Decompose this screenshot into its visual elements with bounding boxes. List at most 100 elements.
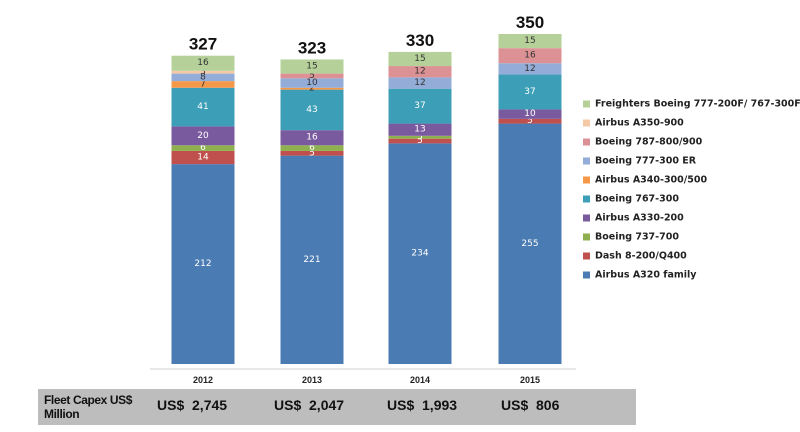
bar-segment-boeing-777-300-er-2015 [498, 63, 562, 75]
data-label-boeing-777-300-er-2012: 8 [200, 72, 206, 82]
legend-label-boeing-777-300-er: Boeing 777-300 ER [595, 156, 697, 167]
bar-segment-airbus-a320-family-2015 [498, 123, 562, 364]
legend-label-airbus-a320-family: Airbus A320 family [595, 270, 697, 281]
bar-segment-freighters-boeing-777-200f-767-300f-2015 [498, 34, 562, 49]
bar-segment-freighters-boeing-777-200f-767-300f-2014 [388, 51, 452, 67]
bar-segment-airbus-a320-family-2013 [280, 155, 344, 364]
data-label-boeing-777-300-er-2015: 12 [524, 64, 535, 74]
bar-segment-boeing-737-700-2013 [280, 145, 344, 151]
bar-segment-airbus-a320-family-2014 [388, 143, 452, 364]
x-tick-label-2012: 2012 [193, 375, 213, 385]
legend-swatch-boeing-777-300-er [583, 157, 590, 165]
bar-segment-boeing-767-300-2013 [280, 89, 344, 131]
legend-swatch-freighters-boeing-777-200f-767-300f [583, 100, 590, 108]
legend: Freighters Boeing 777-200F/ 767-300F Airb… [583, 99, 800, 281]
total-label-2014: 330 [406, 31, 434, 50]
bar-segment-boeing-787-800-900-2014 [388, 66, 452, 78]
bar-segment-airbus-a340-300-500-2013 [280, 87, 344, 90]
bar-segment-boeing-737-700-2014 [388, 135, 452, 139]
data-label-boeing-787-800-900-2014: 12 [414, 67, 425, 77]
data-label-boeing-767-300-2012: 41 [197, 102, 208, 112]
legend-swatch-boeing-787-800-900 [583, 138, 590, 146]
bar-segment-boeing-737-700-2012 [171, 145, 235, 151]
legend-label-boeing-787-800-900: Boeing 787-800/900 [595, 137, 703, 148]
legend-swatch-boeing-737-700 [583, 233, 590, 241]
bar-segment-airbus-a350-900-2012 [171, 70, 235, 74]
capex-value-2015: US$ 806 [501, 397, 560, 413]
data-label-boeing-777-300-er-2014: 12 [414, 78, 425, 88]
x-tick-label-2013: 2013 [302, 375, 322, 385]
legend-swatch-airbus-a340-300-500 [583, 176, 590, 184]
data-label-dash-8-200-q400-2015: 5 [527, 116, 533, 126]
legend-swatch-airbus-a350-900 [583, 119, 590, 127]
data-label-airbus-a340-300-500-2012: 7 [200, 79, 206, 89]
bar-segment-boeing-777-300-er-2014 [388, 77, 452, 89]
legend-label-airbus-a350-900: Airbus A350-900 [595, 118, 684, 129]
data-label-boeing-737-700-2014: 3 [417, 132, 423, 142]
data-label-boeing-787-800-900-2015: 16 [524, 51, 536, 61]
bar-segment-boeing-767-300-2015 [498, 74, 562, 110]
data-label-dash-8-200-q400-2012: 14 [197, 153, 209, 163]
legend-label-freighters-boeing-777-200f-767-300f: Freighters Boeing 777-200F/ 767-300F [595, 99, 800, 110]
data-label-airbus-a320-family-2014: 234 [411, 249, 428, 259]
bar-segment-boeing-777-300-er-2012 [171, 73, 235, 82]
capex-title: Fleet Capex US$ Million [44, 393, 133, 421]
data-label-boeing-767-300-2014: 37 [414, 101, 425, 111]
data-label-dash-8-200-q400-2013: 5 [309, 148, 315, 158]
x-tick-label-2015: 2015 [520, 375, 540, 385]
capex-value-2012: US$ 2,745 [157, 397, 228, 413]
legend-label-airbus-a340-300-500: Airbus A340-300/500 [595, 175, 707, 186]
data-label-freighters-boeing-777-200f-767-300f-2012: 16 [197, 58, 209, 68]
data-label-airbus-a330-200-2013: 16 [306, 133, 318, 143]
data-label-airbus-a330-200-2014: 13 [414, 125, 425, 135]
data-label-airbus-a320-family-2015: 255 [521, 239, 538, 249]
bar-segment-airbus-a330-200-2015 [498, 109, 562, 119]
bar-segment-dash-8-200-q400-2014 [388, 138, 452, 144]
data-label-airbus-a330-200-2015: 10 [524, 109, 536, 119]
bar-segment-boeing-787-800-900-2015 [498, 48, 562, 64]
capex-value-2014: US$ 1,993 [387, 397, 458, 413]
data-label-airbus-a320-family-2012: 212 [194, 259, 211, 269]
legend-label-boeing-767-300: Boeing 767-300 [595, 194, 679, 205]
bar-segment-airbus-a330-200-2014 [388, 123, 452, 136]
legend-swatch-boeing-767-300 [583, 195, 590, 203]
data-label-airbus-a340-300-500-2013: 2 [309, 84, 315, 94]
data-label-dash-8-200-q400-2014: 5 [417, 136, 423, 146]
data-label-boeing-787-800-900-2013: 5 [309, 71, 315, 81]
data-label-freighters-boeing-777-200f-767-300f-2015: 15 [524, 36, 535, 46]
data-label-airbus-a320-family-2013: 221 [303, 255, 320, 265]
capex-value-2013: US$ 2,047 [274, 397, 345, 413]
bar-segment-boeing-777-300-er-2013 [280, 78, 344, 88]
total-label-2012: 327 [189, 35, 217, 54]
data-label-boeing-767-300-2015: 37 [524, 87, 535, 97]
data-label-boeing-737-700-2013: 6 [309, 143, 315, 153]
bars-group: 2121462041783163272012221561643210515323… [171, 13, 562, 385]
legend-swatch-airbus-a330-200 [583, 214, 590, 222]
data-label-boeing-737-700-2012: 6 [200, 143, 206, 153]
fleet-capex-row: Fleet Capex US$ Million US$ 2,745 US$ 2,… [38, 389, 636, 425]
legend-swatch-dash-8-200-q400 [583, 252, 590, 260]
data-label-boeing-767-300-2013: 43 [306, 105, 317, 115]
total-label-2015: 350 [516, 13, 544, 32]
bar-segment-freighters-boeing-777-200f-767-300f-2012 [171, 55, 235, 71]
data-label-freighters-boeing-777-200f-767-300f-2014: 15 [414, 54, 425, 64]
data-label-airbus-a350-900-2012: 3 [200, 67, 206, 77]
legend-label-airbus-a330-200: Airbus A330-200 [595, 213, 684, 224]
data-label-freighters-boeing-777-200f-767-300f-2013: 15 [306, 62, 317, 72]
bar-segment-boeing-767-300-2014 [388, 88, 452, 124]
legend-label-boeing-737-700: Boeing 737-700 [595, 232, 679, 243]
bar-segment-airbus-a330-200-2013 [280, 130, 344, 146]
bar-segment-boeing-767-300-2012 [171, 87, 235, 127]
bar-segment-dash-8-200-q400-2013 [280, 150, 344, 156]
bar-segment-airbus-a340-300-500-2012 [171, 81, 235, 88]
legend-swatch-airbus-a320-family [583, 271, 590, 279]
bar-segment-freighters-boeing-777-200f-767-300f-2013 [280, 59, 344, 74]
total-label-2013: 323 [298, 38, 326, 57]
bar-segment-boeing-787-800-900-2013 [280, 73, 344, 79]
data-label-airbus-a330-200-2012: 20 [197, 131, 209, 141]
legend-label-dash-8-200-q400: Dash 8-200/Q400 [595, 251, 687, 262]
bar-segment-dash-8-200-q400-2015 [498, 118, 562, 124]
x-tick-label-2014: 2014 [410, 375, 430, 385]
bar-segment-airbus-a320-family-2012 [171, 164, 235, 364]
